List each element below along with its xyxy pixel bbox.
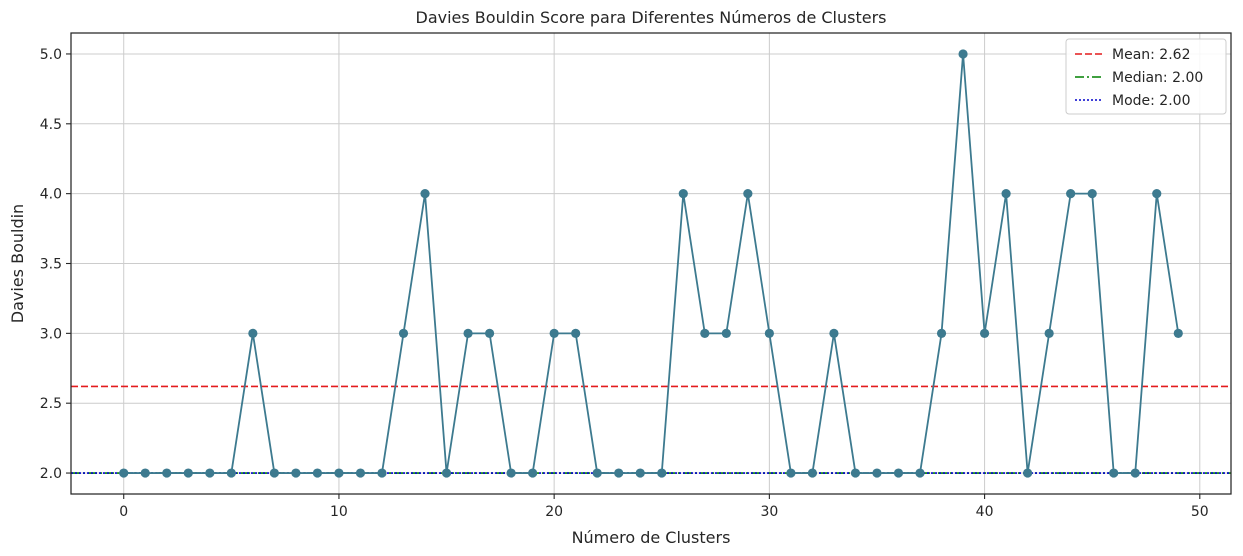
data-point xyxy=(334,468,344,478)
data-point xyxy=(807,468,818,478)
x-tick-label: 30 xyxy=(760,504,778,520)
data-point xyxy=(1109,468,1119,478)
y-tick-label: 4.0 xyxy=(40,187,62,203)
data-point xyxy=(441,468,452,478)
y-tick-label: 2.0 xyxy=(40,466,62,482)
y-tick-label: 4.5 xyxy=(40,117,62,133)
data-point xyxy=(226,468,236,478)
x-tick-label: 0 xyxy=(119,504,128,520)
data-point xyxy=(592,468,602,478)
data-point xyxy=(269,468,279,478)
data-point xyxy=(1044,328,1054,338)
data-point xyxy=(635,468,645,478)
legend-label: Mode: 2.00 xyxy=(1112,93,1190,109)
data-point xyxy=(528,468,538,478)
data-point xyxy=(786,468,796,478)
x-axis-title: Número de Clusters xyxy=(572,528,731,547)
data-point xyxy=(1066,189,1076,199)
x-tick-label: 40 xyxy=(976,504,994,520)
data-point xyxy=(958,49,968,59)
ticks: 0 10 20 30 40 50 2.0 2.5 3.0 3.5 4.0 4.5 5.0 xyxy=(40,47,1209,520)
data-point xyxy=(872,468,882,478)
data-point xyxy=(700,328,710,338)
data-point xyxy=(657,468,667,478)
data-point xyxy=(183,468,193,478)
data-point xyxy=(549,328,559,338)
data-point xyxy=(312,468,323,478)
y-tick-label: 3.5 xyxy=(40,257,62,273)
data-point xyxy=(743,189,753,199)
data-point xyxy=(893,468,904,478)
reference-lines xyxy=(71,385,1231,474)
y-tick-label: 2.5 xyxy=(40,396,62,412)
data-point xyxy=(463,328,473,338)
data-point xyxy=(119,468,129,478)
data-point xyxy=(506,468,516,478)
y-axis-title: Davies Bouldin xyxy=(8,204,27,323)
data-point xyxy=(140,468,150,478)
data-point xyxy=(678,189,688,199)
legend-label: Median: 2.00 xyxy=(1112,70,1203,86)
data-point xyxy=(979,328,990,338)
data-point xyxy=(1173,328,1183,338)
data-point xyxy=(721,328,731,338)
data-point xyxy=(614,468,624,478)
legend: Mean: 2.62 Median: 2.00 Mode: 2.00 xyxy=(1065,38,1227,115)
data-point xyxy=(248,328,258,338)
grid xyxy=(71,33,1231,494)
x-tick-label: 50 xyxy=(1191,504,1209,520)
data-point xyxy=(1087,189,1097,199)
data-point xyxy=(398,328,409,338)
data-point xyxy=(162,468,172,478)
data-point xyxy=(377,468,387,478)
data-point xyxy=(1001,189,1011,199)
y-tick-label: 5.0 xyxy=(40,47,62,63)
data-point xyxy=(420,189,430,199)
data-point xyxy=(915,468,925,478)
x-tick-label: 20 xyxy=(545,504,563,520)
data-point xyxy=(1023,468,1033,478)
legend-label: Mean: 2.62 xyxy=(1112,47,1190,63)
data-point xyxy=(936,328,947,338)
chart-title: Davies Bouldin Score para Diferentes Núm… xyxy=(416,8,887,27)
data-point xyxy=(571,328,581,338)
data-point xyxy=(291,468,301,478)
series xyxy=(119,49,1183,478)
legend-box xyxy=(1065,38,1227,115)
data-point xyxy=(829,328,839,338)
data-point xyxy=(205,468,215,478)
data-point xyxy=(355,468,366,478)
x-tick-label: 10 xyxy=(330,504,348,520)
data-point xyxy=(764,328,774,338)
data-point xyxy=(850,468,861,478)
data-point xyxy=(1130,468,1140,478)
data-point xyxy=(1152,189,1162,199)
y-tick-label: 3.0 xyxy=(40,326,62,342)
data-point xyxy=(484,328,495,338)
